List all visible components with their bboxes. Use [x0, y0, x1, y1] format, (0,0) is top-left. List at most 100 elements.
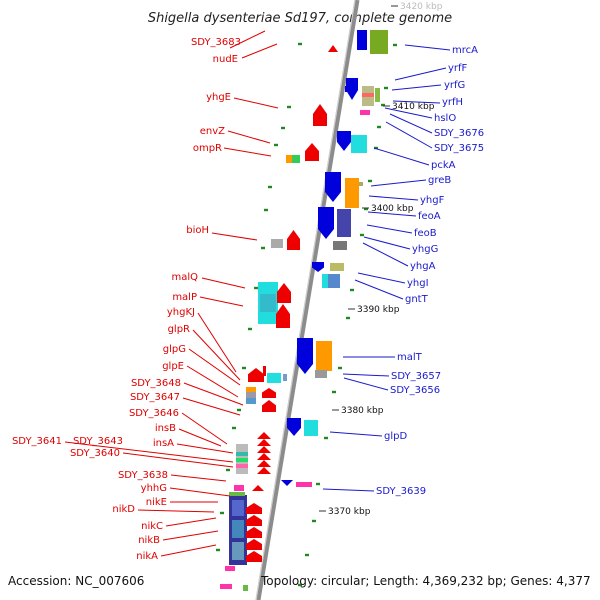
- leader-line: [367, 211, 417, 217]
- leader-line: [368, 195, 419, 201]
- leader-line: [170, 474, 227, 482]
- gene-arrow-reverse: [325, 172, 341, 202]
- gene-arrow-forward: [287, 230, 300, 250]
- leader-line: [342, 373, 390, 377]
- leader-line: [160, 544, 217, 557]
- gene-arrow-forward: [277, 283, 291, 303]
- leader-line: [385, 121, 433, 149]
- genome-axis-highlight: [255, 0, 356, 600]
- leader-line: [241, 43, 278, 59]
- gene-arrow-forward: [305, 143, 319, 161]
- leader-line: [362, 242, 409, 267]
- gene-block: [351, 135, 367, 153]
- leader-line: [384, 107, 433, 119]
- gene-arrow-forward: [276, 304, 290, 328]
- track-dash: [268, 185, 272, 189]
- gene-arrow-forward: [257, 432, 271, 439]
- gene-label-feob: feoB: [414, 228, 437, 239]
- gene-label-yrff: yrfF: [448, 63, 468, 74]
- track-dash: [242, 366, 246, 370]
- track-dash: [237, 408, 241, 412]
- leader-line: [165, 517, 217, 527]
- gene-label-malq: malQ: [171, 272, 198, 283]
- leader-line: [223, 147, 272, 157]
- gene-label-gntt: gntT: [405, 294, 429, 305]
- gene-block: [232, 500, 244, 516]
- gene-label-sdy_3638: SDY_3638: [118, 470, 168, 481]
- gene-block: [315, 370, 327, 378]
- gene-block: [375, 88, 380, 102]
- leader-line: [169, 487, 231, 497]
- leader-line: [366, 224, 413, 234]
- gene-block: [328, 274, 340, 288]
- track-dash: [350, 288, 354, 292]
- gene-label-malt: malT: [397, 352, 423, 363]
- gene-block: [333, 241, 347, 250]
- gene-block: [292, 155, 300, 163]
- leader-line: [233, 97, 279, 109]
- leader-line: [394, 67, 447, 81]
- leader-line: [404, 44, 451, 51]
- gene-arrow-forward: [246, 527, 262, 538]
- gene-arrow-forward: [313, 104, 327, 126]
- leader-line: [122, 452, 234, 468]
- gene-label-insa: insA: [153, 438, 174, 449]
- gene-arrow-forward: [246, 539, 262, 550]
- gene-label-sdy_3640: SDY_3640: [70, 448, 120, 459]
- gene-block: [236, 464, 248, 468]
- track-dash: [298, 42, 302, 46]
- gene-label-sdy_3648: SDY_3648: [131, 378, 181, 389]
- gene-block: [220, 584, 232, 589]
- gene-block: [345, 86, 353, 92]
- gene-block: [304, 420, 318, 436]
- leader-line: [197, 312, 237, 373]
- genome-axis: [255, 0, 360, 600]
- gene-label-nikc: nikC: [141, 521, 163, 532]
- track-dash: [261, 246, 265, 250]
- gene-block: [370, 30, 388, 54]
- gene-label-malp: malP: [172, 292, 197, 303]
- scale-label: 3380 kbp: [341, 406, 384, 416]
- gene-arrow-forward: [252, 485, 264, 491]
- leader-line: [370, 179, 427, 187]
- gene-block: [362, 93, 374, 97]
- gene-arrow-forward: [248, 368, 264, 382]
- gene-block: [246, 387, 256, 392]
- track-dash: [381, 103, 385, 107]
- leader-line: [182, 397, 241, 416]
- accession-text: Accession: NC_007606: [8, 574, 145, 588]
- gene-arrow-forward: [257, 439, 271, 446]
- gene-arrow-forward: [246, 551, 262, 562]
- gene-label-ompr: ompR: [193, 143, 222, 154]
- leader-line: [188, 348, 241, 386]
- track-dash: [393, 43, 397, 47]
- leader-line: [211, 232, 258, 241]
- gene-block: [357, 30, 367, 50]
- gene-label-sdy_3643: SDY_3643: [73, 436, 123, 447]
- gene-label-mrca: mrcA: [452, 45, 478, 56]
- gene-block: [246, 398, 256, 404]
- leader-line: [357, 272, 406, 284]
- gene-label-sdy_3639: SDY_3639: [376, 486, 426, 497]
- leader-line: [354, 279, 404, 300]
- track-dash: [254, 286, 258, 290]
- leader-line: [183, 382, 244, 406]
- gene-arrow-forward: [257, 467, 271, 474]
- gene-block: [260, 294, 276, 312]
- gene-block: [246, 387, 256, 403]
- gene-block: [360, 110, 370, 115]
- gene-label-yhga: yhgA: [410, 261, 436, 272]
- gene-arrow-forward: [246, 503, 262, 514]
- track-dash: [374, 146, 378, 150]
- leader-line: [201, 277, 246, 289]
- gene-block: [243, 585, 248, 591]
- track-dash: [287, 105, 291, 109]
- gene-block: [267, 373, 281, 383]
- track-dash: [377, 125, 381, 129]
- gene-label-yhge: yhgE: [206, 92, 231, 103]
- leader-line: [229, 30, 266, 49]
- gene-arrow-reverse: [337, 131, 351, 151]
- scale-label: 3420 kbp: [400, 2, 443, 12]
- gene-label-yhhg: yhhG: [141, 483, 167, 494]
